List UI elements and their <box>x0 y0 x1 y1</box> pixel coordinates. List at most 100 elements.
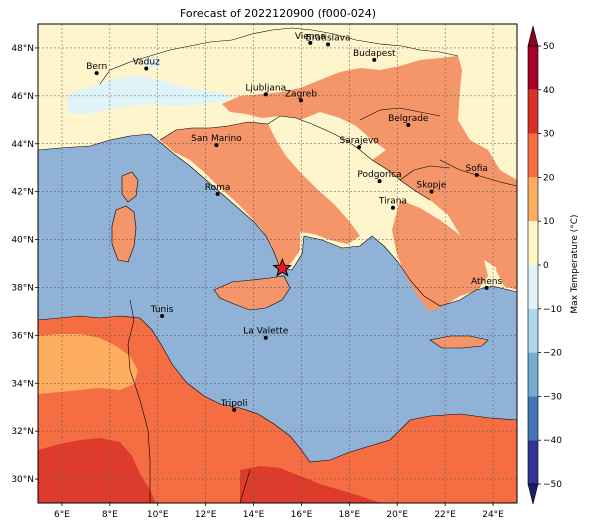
colorbar-band <box>528 352 538 397</box>
lon-tick-label: 24°E <box>482 510 504 520</box>
lon-tick-label: 10°E <box>147 510 169 520</box>
lat-tick-label: 30°N <box>11 475 34 485</box>
city-dot <box>390 205 395 210</box>
warm-region-sardinia <box>112 206 136 262</box>
city-label: Podgorica <box>357 170 401 180</box>
city-label: Sofia <box>466 164 488 174</box>
city-label: La Valette <box>243 327 288 337</box>
colorbar-band <box>528 440 538 484</box>
city-dot <box>326 42 331 47</box>
colorbar-tick-label: 0 <box>543 261 549 271</box>
city-label: Bern <box>86 62 107 72</box>
city-label: Bratislava <box>306 33 351 43</box>
city-dot <box>144 66 149 71</box>
map-axes: 6°E 8°E 10°E 12°E 14°E 16°E 18°E 20°E 22°E 24°E 48… <box>11 44 504 520</box>
city-dot <box>94 71 99 76</box>
colorbar-tick-label: −20 <box>543 349 562 359</box>
lon-tick-label: 22°E <box>434 510 456 520</box>
lon-tick-label: 6°E <box>54 510 70 520</box>
lat-tick-label: 48°N <box>11 44 34 54</box>
lon-tick-label: 14°E <box>243 510 265 520</box>
colorbar-under-arrow <box>527 483 539 505</box>
city-label: Vienna <box>295 32 326 42</box>
city-dot <box>372 57 377 62</box>
warm-region-turkey-edge <box>496 246 517 290</box>
cool-region-patch <box>142 56 162 68</box>
colorbar-band <box>528 221 538 265</box>
colorbar-tick-label: −10 <box>543 305 562 315</box>
map-title: Forecast of 2022120900 (f000-024) <box>180 7 376 20</box>
city-label: Sarajevo <box>340 136 380 146</box>
city-dot <box>484 285 489 290</box>
colorbar-band <box>528 308 538 353</box>
mild-region-bosnia <box>300 112 386 160</box>
city-dot <box>377 179 382 184</box>
city-label: Skopje <box>417 181 447 191</box>
lon-tick-label: 20°E <box>386 510 408 520</box>
lat-tick-label: 40°N <box>11 236 34 246</box>
colorbar-tick-label: 10 <box>543 217 555 227</box>
lat-tick-label: 32°N <box>11 427 34 437</box>
warm-region-italy <box>160 122 360 270</box>
warm-region-greece <box>392 200 488 312</box>
colorbar-tick-label: 30 <box>543 130 555 140</box>
city-dot <box>308 40 313 45</box>
warm-region-sicily <box>214 276 290 310</box>
city-label: Ljubljana <box>245 83 286 93</box>
colorbar-title: Max Temperature (°C) <box>570 214 580 313</box>
colorbar-tick-label: 50 <box>543 42 555 52</box>
colorbar-band <box>528 46 538 90</box>
city-label: Roma <box>205 183 231 193</box>
city-dot <box>160 313 165 318</box>
warm-region-balkans <box>222 56 517 270</box>
colorbar-over-arrow <box>527 25 539 47</box>
city-dot <box>429 189 434 194</box>
colorbar-tick-label: 40 <box>543 86 555 96</box>
city-label: Zagreb <box>285 89 317 99</box>
city-label: Tripoli <box>220 399 248 409</box>
hotter-region-sahara-2 <box>240 466 380 503</box>
city-label: Vaduz <box>133 58 160 68</box>
warm-region-corsica <box>122 172 138 202</box>
warm-region-tunisia <box>38 334 138 394</box>
colorbar-band <box>528 177 538 222</box>
map-frame <box>37 23 518 504</box>
city-dot <box>357 145 362 150</box>
cool-region-alps <box>66 76 232 114</box>
city-dot <box>232 407 237 412</box>
hotter-region-sahara <box>38 438 156 503</box>
lat-tick-label: 44°N <box>11 140 34 150</box>
colorbar-band <box>528 265 538 309</box>
colorbar-tick-label: −30 <box>543 392 562 402</box>
city-dot <box>215 192 220 197</box>
city-label: Athens <box>471 277 502 287</box>
lat-tick-label: 46°N <box>11 92 34 102</box>
colorbar-tick-label: −40 <box>543 436 562 446</box>
city-label: San Marino <box>191 134 242 144</box>
lon-tick-label: 16°E <box>291 510 313 520</box>
coastlines <box>38 27 517 503</box>
colorbar-band <box>528 396 538 441</box>
colorbar: 50 40 30 20 10 0 −10 −20 −30 −40 −50 <box>527 25 562 505</box>
city-label: Budapest <box>353 49 396 59</box>
colorbar-band <box>528 133 538 178</box>
city-dot <box>406 122 411 127</box>
lat-tick-label: 42°N <box>11 188 34 198</box>
city-dot <box>474 172 479 177</box>
colorbar-tick-label: 20 <box>543 173 555 183</box>
colorbar-tick-label: −50 <box>543 480 562 490</box>
lat-tick-label: 36°N <box>11 331 34 341</box>
lon-tick-label: 12°E <box>195 510 217 520</box>
location-star-marker[interactable] <box>272 257 293 277</box>
lon-tick-label: 8°E <box>102 510 118 520</box>
city-dot <box>214 143 219 148</box>
colorbar-band <box>528 89 538 134</box>
city-dot <box>263 335 268 340</box>
lat-tick-label: 38°N <box>11 283 34 293</box>
city-dot <box>298 98 303 103</box>
city-label: Belgrade <box>388 114 429 124</box>
lon-tick-label: 18°E <box>339 510 361 520</box>
